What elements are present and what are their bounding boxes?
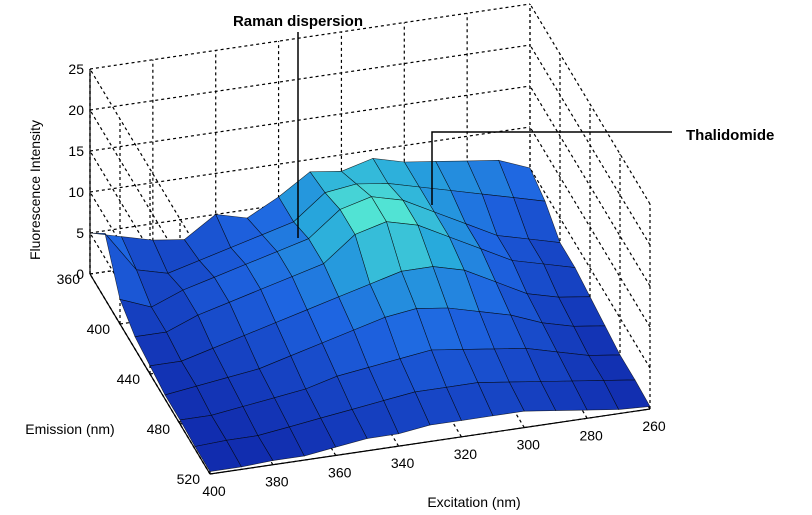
- y-tick-label: 360: [57, 271, 81, 287]
- annotation-raman-dispersion: Raman dispersion: [233, 13, 363, 30]
- x-tick-label: 300: [517, 437, 541, 453]
- z-tick-label: 0: [76, 266, 84, 282]
- grid-line: [89, 3, 531, 70]
- grid-line: [529, 44, 651, 246]
- y-tick-label: 400: [87, 321, 111, 337]
- annotations: Raman dispersion Thalidomide: [233, 13, 774, 238]
- x-tick-label: 280: [579, 427, 603, 443]
- annotation-thalidomide: Thalidomide: [686, 127, 774, 144]
- grid-line: [529, 167, 651, 369]
- z-tick-label: 25: [68, 61, 84, 77]
- x-tick-label: 260: [642, 418, 666, 434]
- z-tick-label: 15: [68, 143, 84, 159]
- z-tick-label: 20: [68, 102, 84, 118]
- x-tick-label: 400: [202, 483, 226, 499]
- grid-line: [529, 85, 651, 287]
- tick-labels: 0510152025360400440480520400380360340320…: [57, 61, 666, 499]
- grid-line: [89, 44, 531, 111]
- grid-line: [89, 85, 531, 152]
- x-tick-label: 340: [391, 455, 415, 471]
- emission-axis-line: [89, 273, 211, 475]
- x-tick-label: 380: [265, 474, 289, 490]
- grid-line: [89, 126, 531, 193]
- y-tick-label: 520: [177, 471, 201, 487]
- y-tick-label: 480: [147, 421, 171, 437]
- excitation-axis-line: [209, 408, 651, 475]
- y-tick-label: 440: [117, 371, 141, 387]
- surface-patch: [194, 439, 242, 472]
- x-tick-label: 360: [328, 464, 352, 480]
- x-tick-label: 320: [454, 446, 478, 462]
- surface-plot: [89, 158, 651, 472]
- grid-line: [529, 3, 651, 205]
- z-tick-label: 5: [76, 225, 84, 241]
- z-axis-label: Fluorescence Intensity: [27, 120, 43, 260]
- z-tick-label: 10: [68, 184, 84, 200]
- grid-line: [529, 126, 651, 328]
- y-axis-label: Emission (nm): [25, 421, 114, 437]
- x-axis-label: Excitation (nm): [427, 494, 520, 510]
- thalidomide-leader-line: [431, 131, 672, 205]
